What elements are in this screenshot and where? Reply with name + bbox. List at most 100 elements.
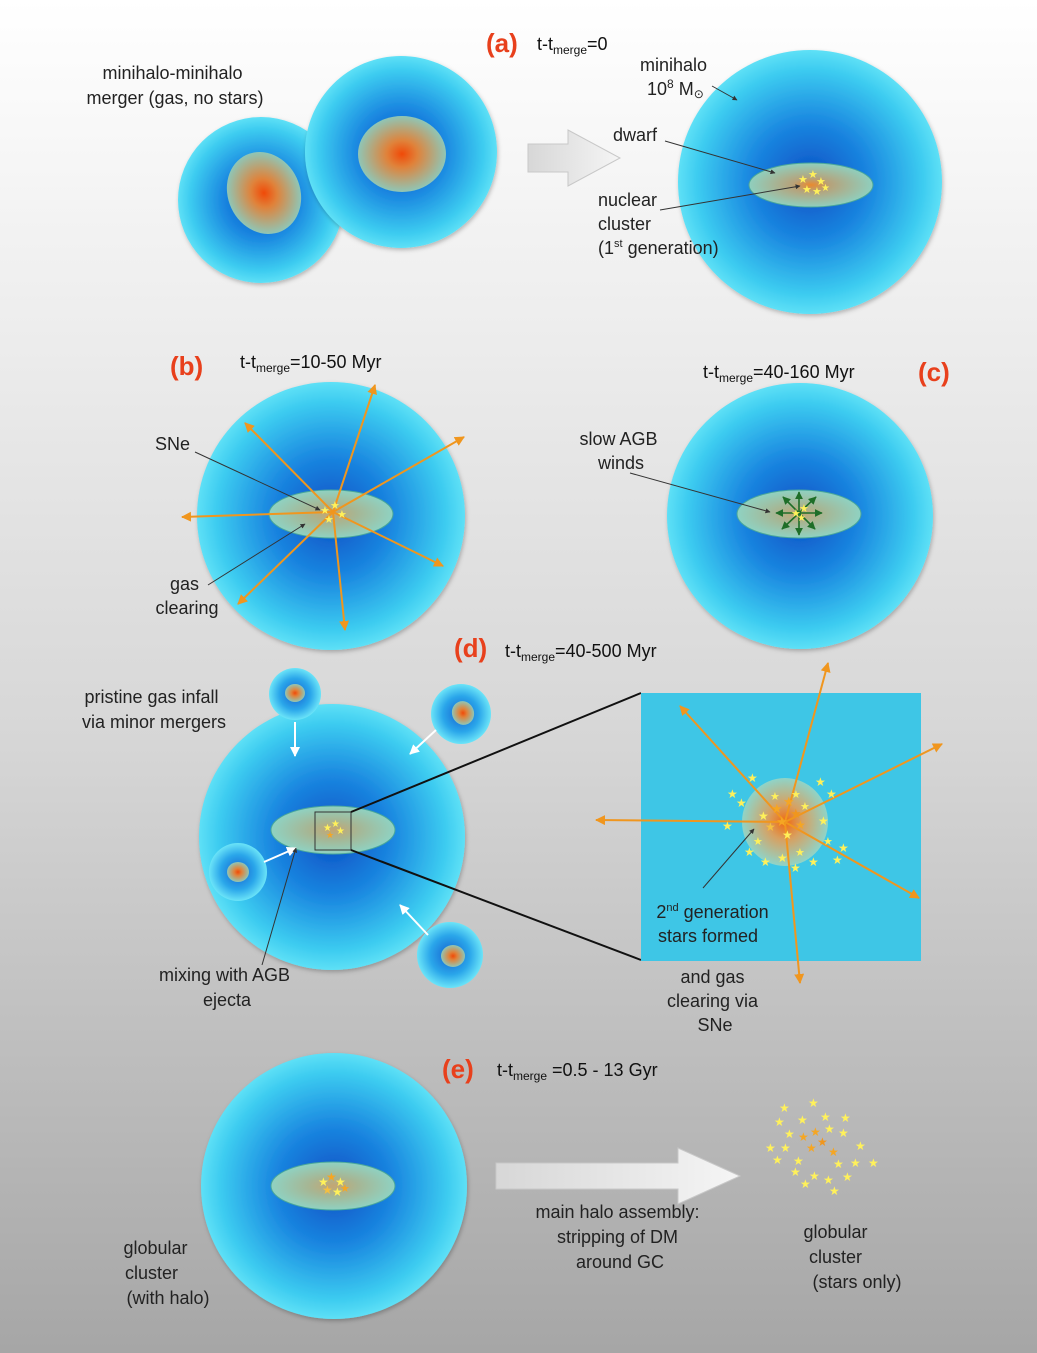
sne-pointer xyxy=(194,451,321,511)
panel-d-letter: (d) xyxy=(454,633,487,663)
svg-text:★: ★ xyxy=(791,508,801,520)
svg-text:★: ★ xyxy=(868,1156,879,1170)
sne-arrows xyxy=(181,384,465,631)
svg-text:★: ★ xyxy=(744,845,755,859)
svg-text:★: ★ xyxy=(797,513,806,524)
svg-text:★: ★ xyxy=(790,806,802,821)
svg-text:★: ★ xyxy=(821,183,830,194)
first-generation-stars: ★ ★ ★ ★ ★ ★ ★ ★ ★ ★ ★ ★ ★ ★ ★ ★ ★ xyxy=(722,771,849,875)
panel-a: (a) t-tmerge=0 minihalo-minihalo merger … xyxy=(86,28,942,314)
svg-text:★: ★ xyxy=(320,505,330,517)
svg-text:★: ★ xyxy=(765,820,776,834)
svg-text:★: ★ xyxy=(800,1177,811,1191)
svg-text:★: ★ xyxy=(800,801,810,813)
svg-text:★: ★ xyxy=(826,787,837,801)
svg-text:★: ★ xyxy=(820,1110,831,1124)
svg-text:★: ★ xyxy=(782,828,793,842)
infall-arrows xyxy=(263,722,437,936)
agb-stars: ★ ★ ★ xyxy=(791,503,809,524)
panel-b-time: t-tmerge=10-50 Myr xyxy=(240,352,382,375)
svg-text:★: ★ xyxy=(780,1141,791,1155)
svg-text:★: ★ xyxy=(850,1156,861,1170)
svg-text:★: ★ xyxy=(798,174,808,186)
panel-b: (b) t-tmerge=10-50 Myr ★ ★ ★ ★ SNe gas c… xyxy=(155,351,465,650)
svg-text:★: ★ xyxy=(322,1183,333,1197)
nuclear-cluster-stars: ★ ★ ★ ★ ★ ★ xyxy=(798,169,830,198)
svg-text:★: ★ xyxy=(840,1111,851,1125)
svg-text:★: ★ xyxy=(783,794,795,809)
panel-e-time: t-tmerge =0.5 - 13 Gyr xyxy=(497,1060,658,1083)
svg-text:★: ★ xyxy=(772,1153,783,1167)
minor-halo-2 xyxy=(431,684,491,744)
svg-text:★: ★ xyxy=(727,787,738,801)
dwarf-disk xyxy=(748,162,874,208)
svg-text:★: ★ xyxy=(323,823,332,834)
svg-text:★: ★ xyxy=(818,814,829,828)
svg-text:★: ★ xyxy=(799,503,809,515)
minihalo-left-core xyxy=(226,152,302,234)
svg-text:★: ★ xyxy=(736,796,747,810)
panel-b-letter: (b) xyxy=(170,351,203,381)
svg-text:★: ★ xyxy=(765,1141,776,1155)
minor-halo-1 xyxy=(269,668,321,720)
gas-clearing-label: gas clearing xyxy=(155,574,218,618)
svg-text:★: ★ xyxy=(771,801,783,816)
svg-text:★: ★ xyxy=(798,1130,809,1144)
first-generation-label: (1st generation) xyxy=(598,238,719,258)
panel-a-time: t-tmerge=0 xyxy=(537,34,608,57)
gas-clearing-pointer xyxy=(207,523,306,586)
svg-text:★: ★ xyxy=(795,818,806,832)
svg-text:★: ★ xyxy=(779,1101,790,1115)
sne-stars: ★ ★ ★ ★ xyxy=(320,500,347,526)
svg-text:★: ★ xyxy=(808,169,818,181)
svg-text:★: ★ xyxy=(791,789,801,801)
svg-text:★: ★ xyxy=(774,1115,785,1129)
svg-text:★: ★ xyxy=(809,1169,820,1183)
dwarf-label: dwarf xyxy=(613,125,658,145)
svg-text:★: ★ xyxy=(828,1145,839,1159)
nuclear-cluster-label: nuclear cluster xyxy=(598,190,662,234)
disk-e xyxy=(270,1161,396,1211)
svg-text:★: ★ xyxy=(793,1154,804,1168)
svg-text:★: ★ xyxy=(776,814,788,829)
second-generation-stars: ★ ★ ★ ★ ★ ★ ★ ★ ★ ★ ★ xyxy=(758,789,810,842)
agb-pointer xyxy=(629,472,771,514)
second-generation-pointer xyxy=(702,828,755,889)
svg-text:★: ★ xyxy=(855,1139,866,1153)
disk-d-stars: ★ ★ ★ ★ xyxy=(323,819,345,840)
zoom-box xyxy=(314,811,352,851)
svg-text:★: ★ xyxy=(808,1096,819,1110)
panel-d: (d) t-tmerge=40-500 Myr pristine gas inf… xyxy=(82,633,943,1035)
svg-text:★: ★ xyxy=(797,1113,808,1127)
svg-text:★: ★ xyxy=(336,826,345,837)
panel-a-letter: (a) xyxy=(486,28,518,58)
agb-wind-arrows xyxy=(775,491,823,536)
minor-halo-3 xyxy=(209,843,267,901)
gc-halo-label: globular cluster (with halo) xyxy=(123,1238,209,1308)
svg-text:★: ★ xyxy=(842,1170,853,1184)
svg-text:★: ★ xyxy=(802,184,812,196)
nuclear-cluster-pointer xyxy=(659,184,801,211)
sne-clearing-label: and gas clearing via SNe xyxy=(667,967,763,1035)
minihalo-label: minihalo xyxy=(640,55,707,75)
svg-text:★: ★ xyxy=(823,1173,834,1187)
panel-e-letter: (e) xyxy=(442,1054,474,1084)
svg-text:★: ★ xyxy=(770,791,780,803)
disk-d xyxy=(270,805,396,855)
mixing-pointer xyxy=(261,847,298,966)
svg-text:★: ★ xyxy=(340,1183,350,1195)
svg-text:★: ★ xyxy=(331,819,340,830)
svg-text:★: ★ xyxy=(838,841,849,855)
panel-c: t-tmerge=40-160 Myr (c) ★ ★ ★ slow AGB w… xyxy=(579,357,950,649)
panel-e: (e) t-tmerge =0.5 - 13 Gyr ★ ★ ★ ★ ★ ★ g… xyxy=(123,1053,902,1319)
svg-text:★: ★ xyxy=(833,1157,844,1171)
svg-text:★: ★ xyxy=(753,836,763,848)
globular-cluster-core-stars: ★ ★ ★ ★ ★ ★ xyxy=(318,1170,350,1199)
svg-text:★: ★ xyxy=(790,861,801,875)
svg-text:★: ★ xyxy=(777,851,788,865)
merger-arrow xyxy=(527,129,622,187)
minihalo-pointer xyxy=(711,85,738,101)
svg-text:★: ★ xyxy=(810,1125,821,1139)
svg-text:★: ★ xyxy=(326,1170,337,1184)
